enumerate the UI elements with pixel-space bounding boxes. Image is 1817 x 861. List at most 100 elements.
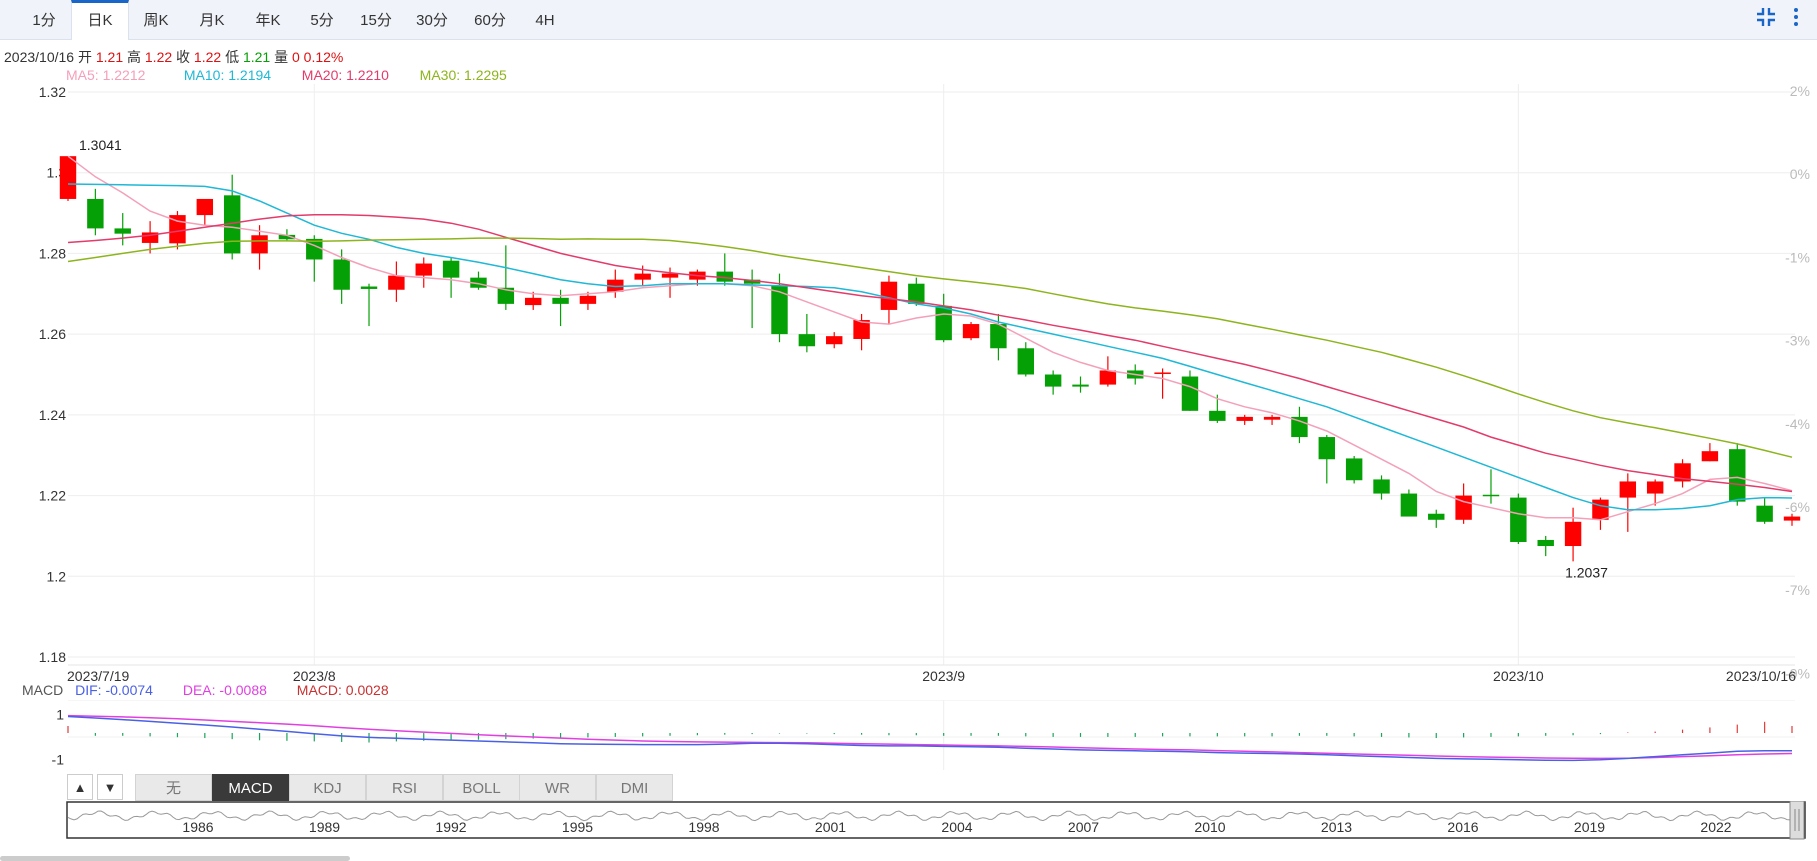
candle-body <box>607 279 624 292</box>
tab-6[interactable]: 15分 <box>360 12 392 29</box>
indicator-tab-4[interactable]: BOLL <box>443 774 520 801</box>
macd-y-tick: 1 <box>56 707 64 723</box>
dif-legend: DIF: -0.0074 <box>75 682 153 698</box>
info-open-label: 开 <box>77 49 92 65</box>
info-low: 1.21 <box>242 49 271 65</box>
info-high: 1.22 <box>144 49 173 65</box>
tab-5[interactable]: 5分 <box>310 12 334 29</box>
dif-line <box>67 715 1792 762</box>
x-tick-label: 2023/7/19 <box>67 668 129 684</box>
candle-body <box>1017 348 1034 375</box>
y-tick-label: 1.18 <box>39 649 66 665</box>
more-vertical-icon-graphic <box>1794 8 1798 26</box>
macd-value-legend: MACD: 0.0028 <box>296 682 389 698</box>
macd-y-tick: -1 <box>52 751 65 767</box>
candle-body <box>990 324 1007 349</box>
arrow-down-button[interactable]: ▼ <box>97 774 123 800</box>
price-annotation: 1.3041 <box>79 137 122 153</box>
candle-body <box>1373 479 1390 494</box>
navigator-year: 2007 <box>1068 819 1099 835</box>
pct-tick-label: -9% <box>1785 665 1810 681</box>
candle-body <box>1455 495 1472 520</box>
more-vertical-icon[interactable] <box>1789 6 1803 32</box>
ma20-legend: MA20: 1.2210 <box>301 67 389 83</box>
y-tick-label: 1.28 <box>39 245 66 261</box>
info-volume: 0 <box>291 49 300 65</box>
candle-body <box>1674 463 1691 482</box>
candle-body <box>1646 481 1664 494</box>
candle-body <box>1510 497 1527 542</box>
candle-body <box>1619 481 1637 498</box>
indicator-tab-5[interactable]: WR <box>519 774 596 801</box>
navigator-year: 2022 <box>1700 819 1731 835</box>
tab-9[interactable]: 4H <box>535 12 555 29</box>
tab-2[interactable]: 周K <box>143 12 169 29</box>
candle-body <box>798 334 816 347</box>
candle-body <box>908 283 925 304</box>
candle-body <box>771 285 788 335</box>
candle-body <box>1701 451 1719 462</box>
macd-name: MACD <box>22 682 64 698</box>
ma5-legend: MA5: 1.2212 <box>66 67 146 83</box>
ma5-line <box>67 155 1793 521</box>
candlestick-chart[interactable]: 1.321.31.281.261.241.221.21.18 2%0%-1%-3… <box>0 0 1817 700</box>
macd-chart[interactable]: 1 -1 <box>0 700 1817 770</box>
ma10-legend: MA10: 1.2194 <box>183 67 272 83</box>
pct-tick-label: -7% <box>1785 582 1810 598</box>
navigator-year: 2013 <box>1321 819 1352 835</box>
tab-4[interactable]: 年K <box>255 12 281 29</box>
horizontal-scrollbar[interactable] <box>0 856 350 861</box>
collapse-icon[interactable] <box>1753 6 1779 32</box>
navigator-year: 2004 <box>941 819 972 835</box>
candle-body <box>1099 370 1117 385</box>
indicator-tab-6[interactable]: DMI <box>596 774 673 801</box>
y-tick-label: 1.2 <box>47 568 67 584</box>
candle-body <box>743 279 761 284</box>
candle-body <box>1482 494 1500 497</box>
candle-body <box>415 263 432 276</box>
ma30-line <box>67 237 1793 458</box>
tab-7[interactable]: 30分 <box>416 12 448 29</box>
candle-body <box>223 195 241 254</box>
navigator-year: 1989 <box>309 819 340 835</box>
tab-8[interactable]: 60分 <box>474 12 506 29</box>
indicator-tab-1[interactable]: MACD <box>212 774 289 801</box>
info-close-label: 收 <box>176 49 191 65</box>
navigator-year: 2016 <box>1447 819 1478 835</box>
time-navigator[interactable]: 1986 1989 1992 1995 1998 2001 2004 2007 2010 2013… <box>0 801 1817 849</box>
navigator-year: 1998 <box>688 819 719 835</box>
candle-body <box>278 234 296 240</box>
candle-body <box>360 286 378 289</box>
candle-body <box>1345 458 1363 481</box>
info-close: 1.22 <box>193 49 222 65</box>
candle-body <box>141 232 159 243</box>
tab-0[interactable]: 1分 <box>32 12 56 29</box>
x-tick-label: 2023/10/16 <box>1726 668 1796 684</box>
tab-3[interactable]: 月K <box>199 12 225 29</box>
arrow-up-button[interactable]: ▲ <box>67 774 93 800</box>
candle-body <box>552 297 569 304</box>
info-date: 2023/10/16 <box>4 49 75 65</box>
info-change: 0.12% <box>303 49 344 65</box>
indicator-tab-0[interactable]: 无 <box>135 774 212 801</box>
candle-body <box>716 271 733 282</box>
candle-body <box>634 273 651 280</box>
candle-body <box>1400 493 1418 517</box>
collapse-icon-graphic <box>1757 8 1775 26</box>
pct-tick-label: -4% <box>1785 416 1810 432</box>
navigator-frame <box>66 801 1806 839</box>
candle-body <box>1428 513 1445 520</box>
indicator-tab-2[interactable]: KDJ <box>289 774 366 801</box>
navigator-year: 1992 <box>435 819 466 835</box>
candle-body <box>497 287 515 304</box>
tab-1[interactable]: 日K <box>71 0 129 40</box>
candle-body <box>1564 521 1582 547</box>
indicator-tab-3[interactable]: RSI <box>366 774 443 801</box>
pct-tick-label: 2% <box>1790 83 1810 99</box>
candle-body <box>388 275 405 290</box>
candle-body <box>1044 374 1062 387</box>
candle-body <box>1729 449 1746 502</box>
candle-body <box>442 260 460 278</box>
candle-body <box>251 235 268 254</box>
y-tick-label: 1.32 <box>39 84 66 100</box>
